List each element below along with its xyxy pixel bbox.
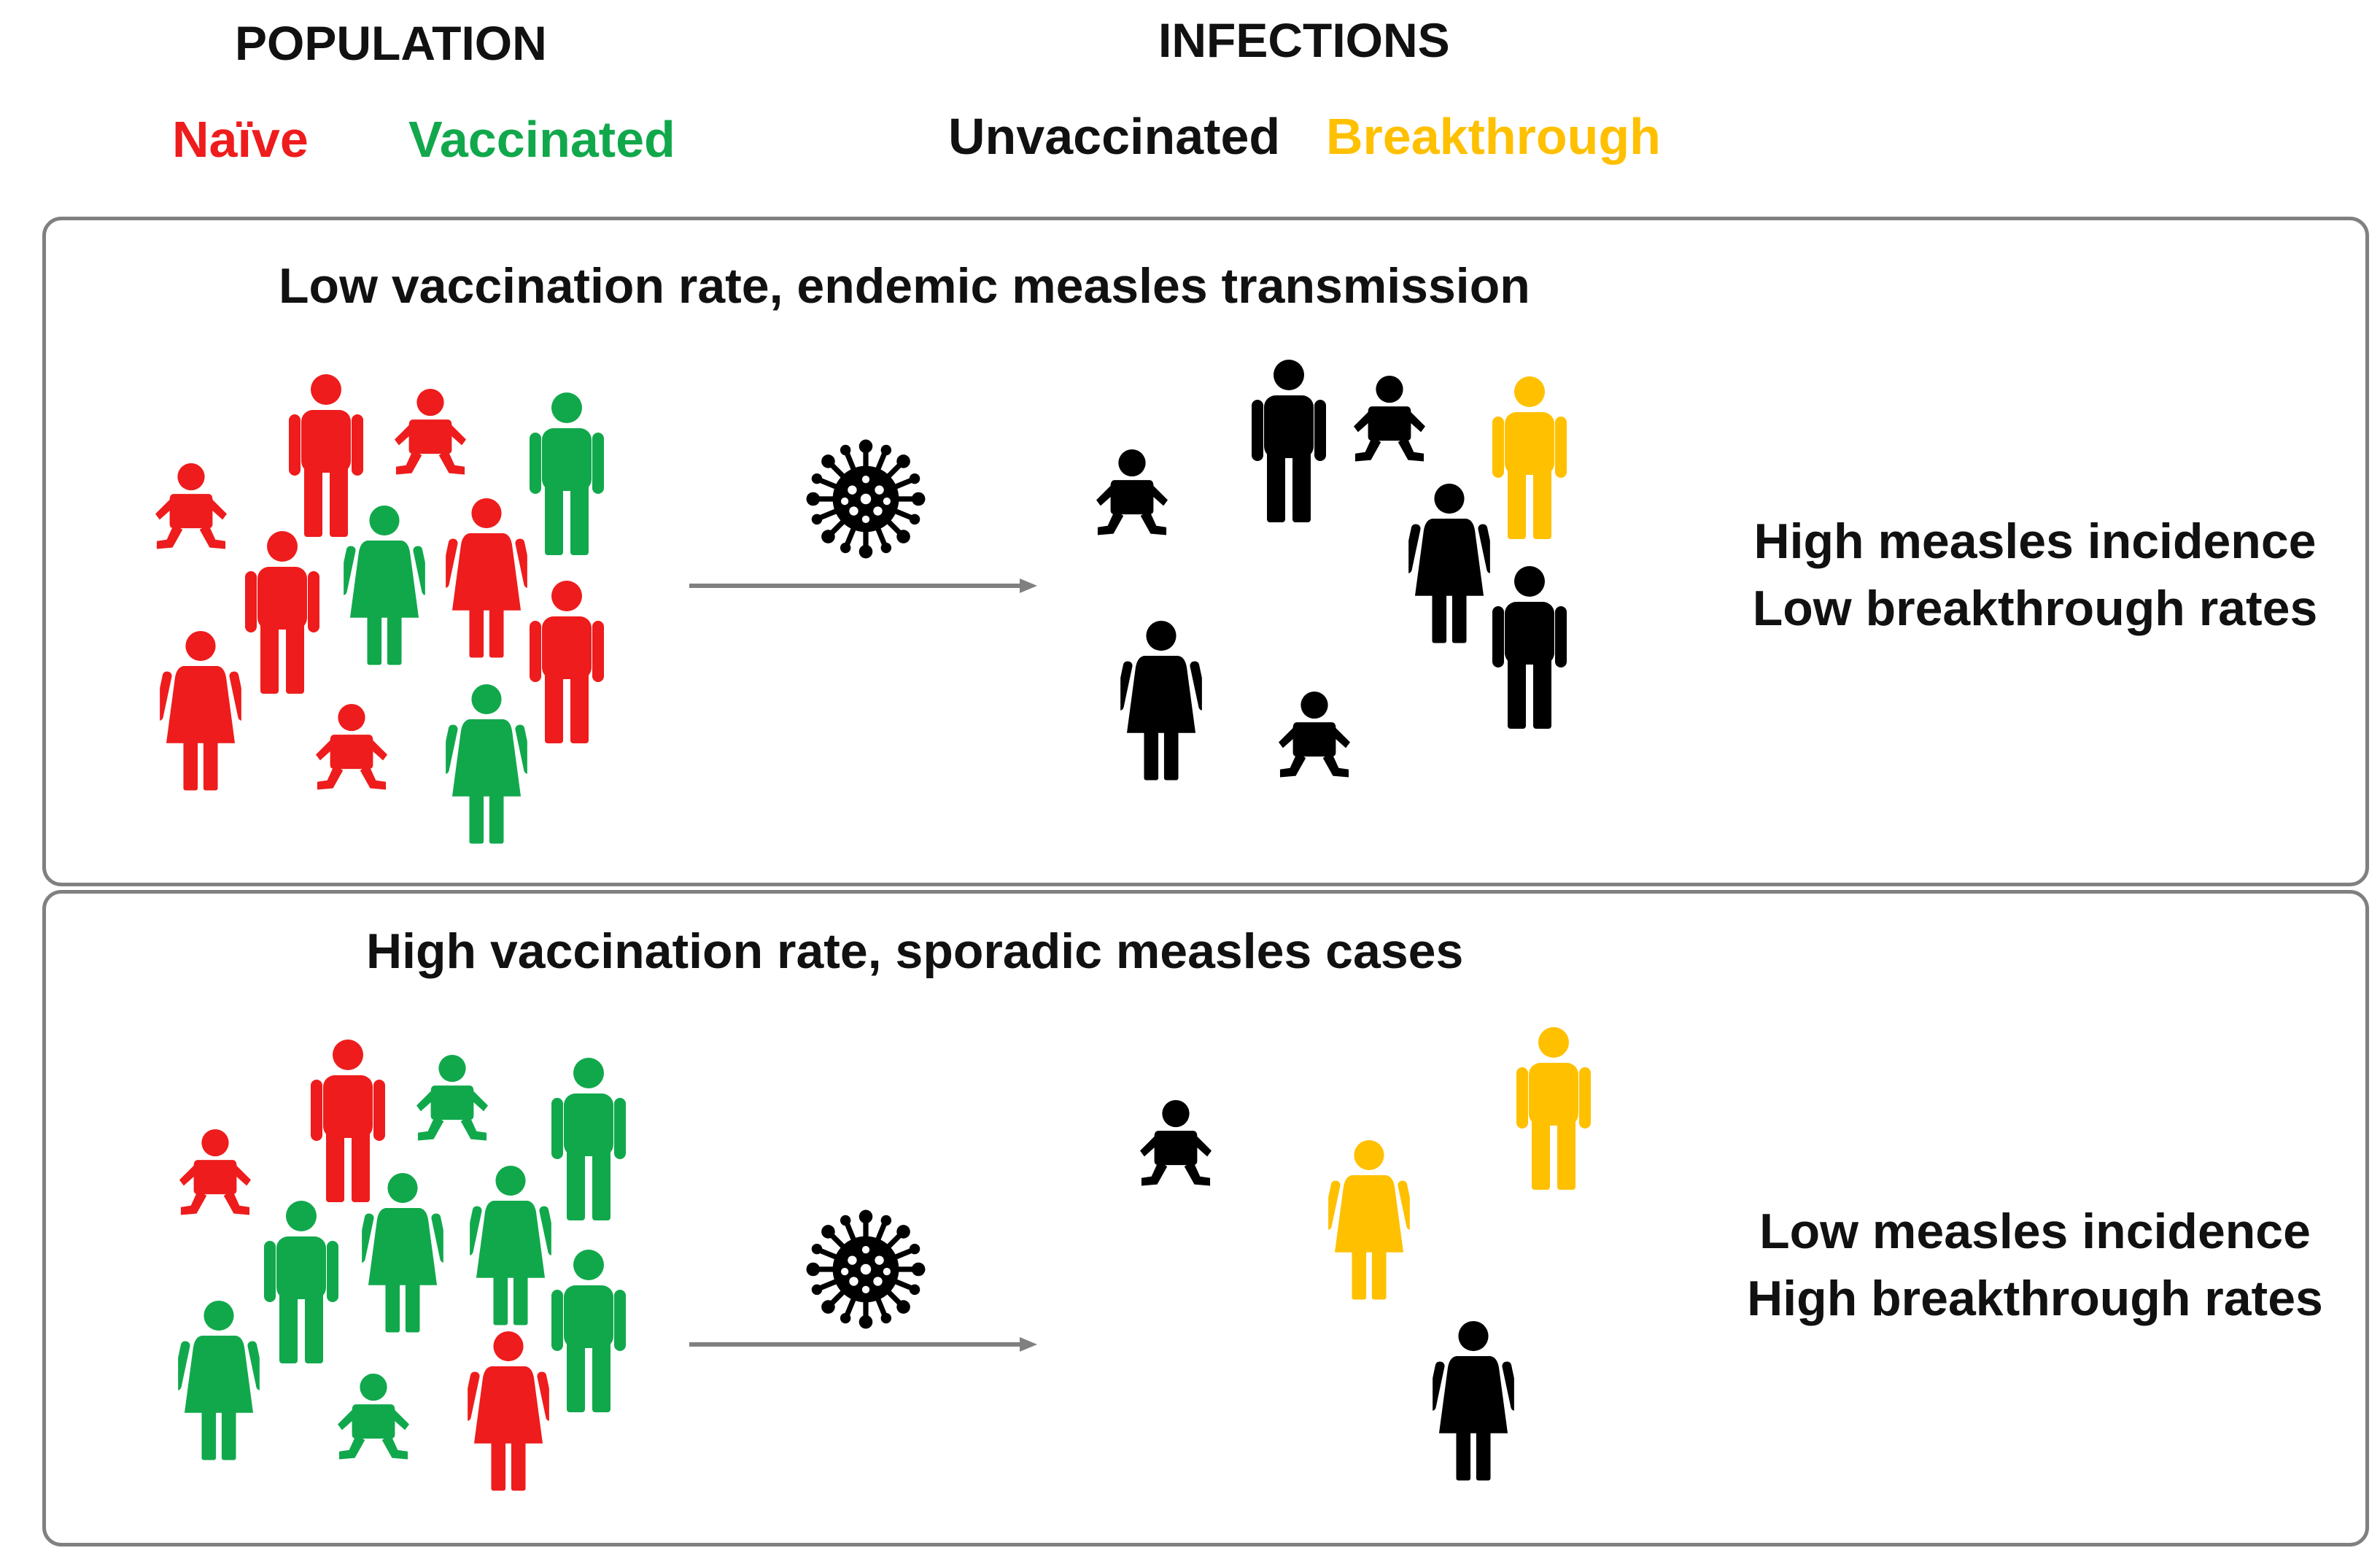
vaccinated-man-icon	[264, 1201, 338, 1363]
breakthrough-woman-icon	[1328, 1139, 1410, 1300]
virus-icon	[807, 440, 926, 559]
arrow-panel-2	[689, 1337, 1037, 1352]
panel-2-outcome-line1: Low measles incidence	[1759, 1204, 2311, 1259]
naive-man-icon	[311, 1040, 385, 1202]
vaccinated-woman-icon	[178, 1300, 260, 1460]
breakthrough-man-icon	[1516, 1027, 1591, 1190]
panel-1-outcome: High measles incidence Low breakthrough …	[1736, 508, 2334, 643]
legend-unvaccinated: Unvaccinated	[948, 108, 1281, 165]
unvaccinated-woman-icon	[1120, 620, 1202, 781]
unvaccinated-man-icon	[1492, 566, 1567, 729]
vaccinated-woman-icon	[470, 1165, 551, 1325]
panel-2-outcome: Low measles incidence High breakthrough …	[1736, 1198, 2334, 1333]
panel-2-title: High vaccination rate, sporadic measles …	[366, 924, 1464, 979]
panel-low-vaccination	[42, 217, 2369, 886]
panel-1-title: Low vaccination rate, endemic measles tr…	[279, 258, 1530, 314]
panel-high-vaccination	[42, 890, 2369, 1546]
panel-1-outcome-line2: Low breakthrough rates	[1752, 581, 2318, 637]
population-header: POPULATION	[235, 16, 547, 70]
naive-man-icon	[245, 531, 319, 694]
vaccinated-baby-icon	[338, 1373, 409, 1460]
infections-header: INFECTIONS	[1158, 13, 1450, 67]
vaccinated-man-icon	[530, 392, 604, 555]
legend-naive: Naïve	[172, 111, 309, 168]
legend-vaccinated: Vaccinated	[408, 111, 675, 168]
breakthrough-man-icon	[1492, 376, 1567, 539]
naive-man-icon	[289, 374, 363, 537]
unvaccinated-woman-icon	[1433, 1320, 1514, 1481]
unvaccinated-man-icon	[1252, 360, 1326, 522]
arrow-panel-1	[689, 578, 1037, 593]
unvaccinated-baby-icon	[1279, 691, 1350, 778]
vaccinated-man-icon	[551, 1058, 626, 1220]
panel-1-outcome-line1: High measles incidence	[1753, 514, 2317, 569]
virus-icon	[807, 1210, 926, 1329]
unvaccinated-baby-icon	[1096, 449, 1168, 535]
naive-baby-icon	[155, 462, 227, 549]
unvaccinated-woman-icon	[1408, 483, 1490, 643]
naive-baby-icon	[316, 703, 387, 790]
unvaccinated-baby-icon	[1354, 375, 1425, 462]
naive-woman-icon	[160, 630, 241, 791]
naive-woman-icon	[446, 498, 527, 658]
panel-2-outcome-line2: High breakthrough rates	[1747, 1271, 2323, 1327]
naive-baby-icon	[395, 388, 466, 475]
vaccinated-man-icon	[551, 1250, 626, 1412]
unvaccinated-baby-icon	[1140, 1099, 1212, 1186]
vaccinated-woman-icon	[446, 684, 527, 844]
naive-baby-icon	[179, 1129, 251, 1215]
naive-woman-icon	[468, 1331, 549, 1491]
vaccinated-woman-icon	[344, 505, 425, 665]
vaccinated-baby-icon	[416, 1054, 488, 1141]
naive-man-icon	[530, 581, 604, 743]
legend-breakthrough: Breakthrough	[1326, 108, 1661, 165]
